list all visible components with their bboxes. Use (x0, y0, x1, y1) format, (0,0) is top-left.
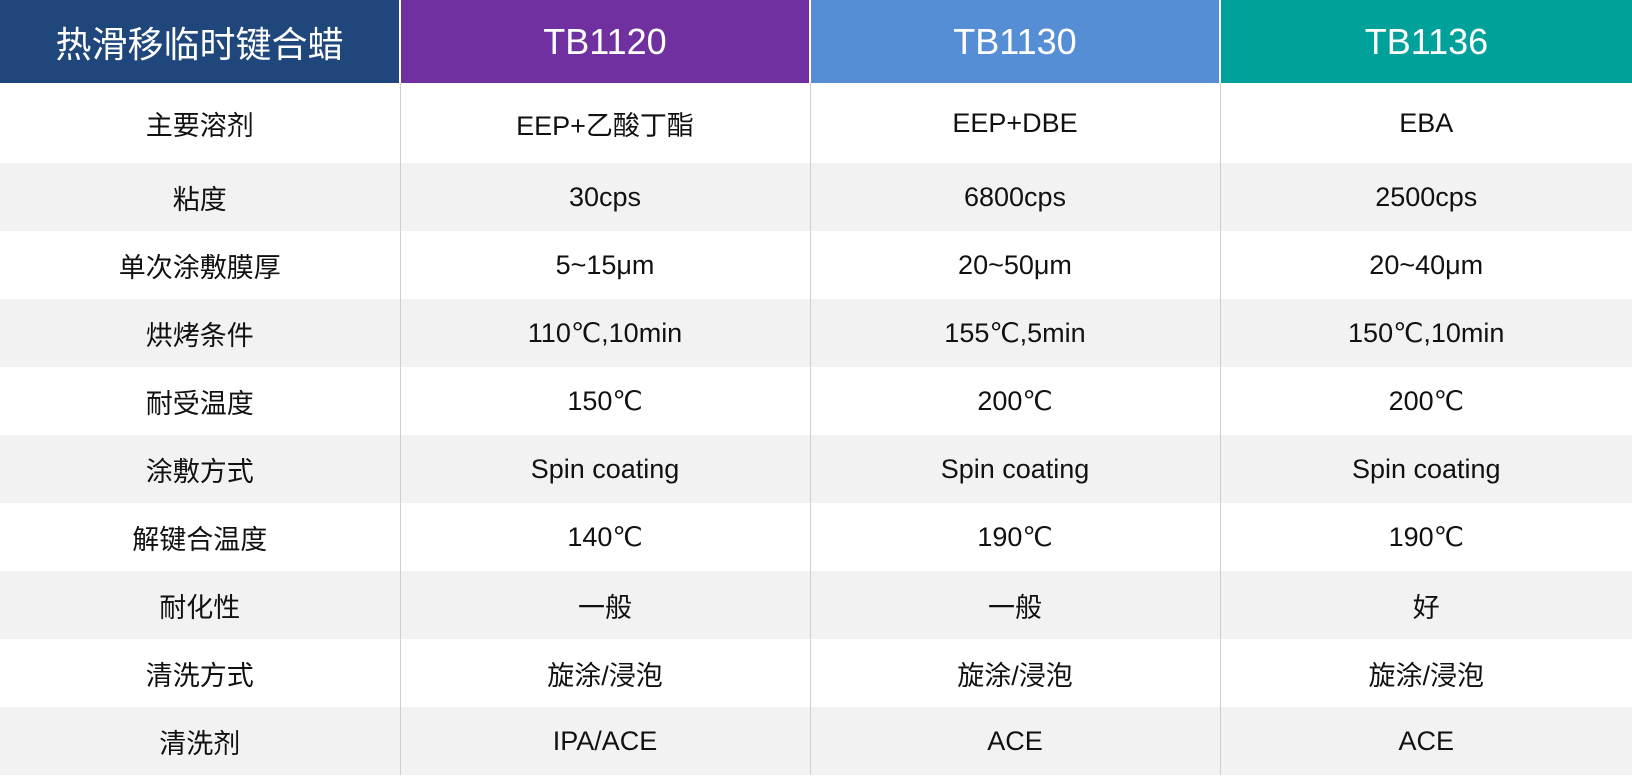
table-cell: 190℃ (810, 503, 1221, 571)
table-row: 耐化性 一般 一般好 (0, 571, 1632, 639)
table-cell: IPA/ACE (400, 707, 811, 775)
table-row: 单次涂敷膜厚 5~15μm 20~50μm 20~40μm (0, 231, 1632, 299)
table-cell: 5~15μm (400, 231, 811, 299)
row-label: 清洗剂 (0, 707, 401, 775)
table-row: 主要溶剂 EEP+乙酸丁酯 EEP+DBE EBA (0, 83, 1632, 163)
table-cell: 155℃,5min (810, 299, 1221, 367)
table-row: 耐受温度 150℃ 200℃ 200℃ (0, 367, 1632, 435)
header-cell: TB1120 (400, 0, 811, 83)
row-label: 解键合温度 (0, 503, 401, 571)
table-cell: Spin coating (400, 435, 811, 503)
table-cell: 140℃ (400, 503, 811, 571)
table-cell: 200℃ (1388, 385, 1464, 416)
row-label: 主要溶剂 (0, 83, 401, 163)
table-cell: 一般 (400, 571, 811, 639)
header-cell: TB1136 (1220, 0, 1632, 83)
row-label: 清洗方式 (0, 639, 401, 707)
row-label: 烘烤条件 (0, 299, 401, 367)
table-cell: 2500cps (1220, 163, 1632, 231)
table-cell: 20~50μm (810, 231, 1221, 299)
row-label: 涂敷方式 (0, 435, 401, 503)
table-row: 粘度 30cps 6800cps 2500cps (0, 163, 1632, 231)
header-cell: TB1130 (810, 0, 1221, 83)
table-cell: 旋涂/浸泡 (810, 639, 1221, 707)
table-cell: 20~40μm (1369, 249, 1484, 280)
table-row: 烘烤条件 110℃,10min 155℃,5min 150℃,10min (0, 299, 1632, 367)
row-label: 单次涂敷膜厚 (0, 231, 401, 299)
table-cell: 30cps (400, 163, 811, 231)
table-row: 清洗方式 旋涂/浸泡 旋涂/浸泡 旋涂/浸泡 (0, 639, 1632, 707)
table-cell: 6800cps (810, 163, 1221, 231)
table-cell: 旋涂/浸泡 (400, 639, 811, 707)
table-cell: EEP+乙酸丁酯 (400, 83, 811, 163)
table-cell: 好 (1220, 571, 1632, 639)
table-cell: 一般 (810, 571, 1221, 639)
table-cell: Spin coating (810, 435, 1221, 503)
header-cell: 热滑移临时键合蜡 (0, 0, 401, 83)
row-label: 耐化性 (0, 571, 401, 639)
table-cell: EBA (1399, 107, 1454, 138)
table-cell: ACE (1220, 707, 1632, 775)
table-row: 清洗剂 IPA/ACE ACE ACE (0, 707, 1632, 775)
header-row: 热滑移临时键合蜡 TB1120 TB1130 TB1136 (0, 0, 1632, 83)
table-cell: 150℃,10min (1220, 299, 1632, 367)
table-cell: ACE (810, 707, 1221, 775)
table-cell: 190℃ (1388, 521, 1464, 552)
table-cell: Spin coating (1220, 435, 1632, 503)
table-cell: 110℃,10min (400, 299, 811, 367)
table-cell: 200℃ (810, 367, 1221, 435)
table-cell: 旋涂/浸泡 (1368, 660, 1484, 691)
row-label: 粘度 (0, 163, 401, 231)
table-cell: EEP+DBE (810, 83, 1221, 163)
table-cell: 150℃ (400, 367, 811, 435)
table-row: 涂敷方式 Spin coating Spin coating Spin coating (0, 435, 1632, 503)
row-label: 耐受温度 (0, 367, 401, 435)
table-row: 解键合温度 140℃ 190℃ 190℃ (0, 503, 1632, 571)
